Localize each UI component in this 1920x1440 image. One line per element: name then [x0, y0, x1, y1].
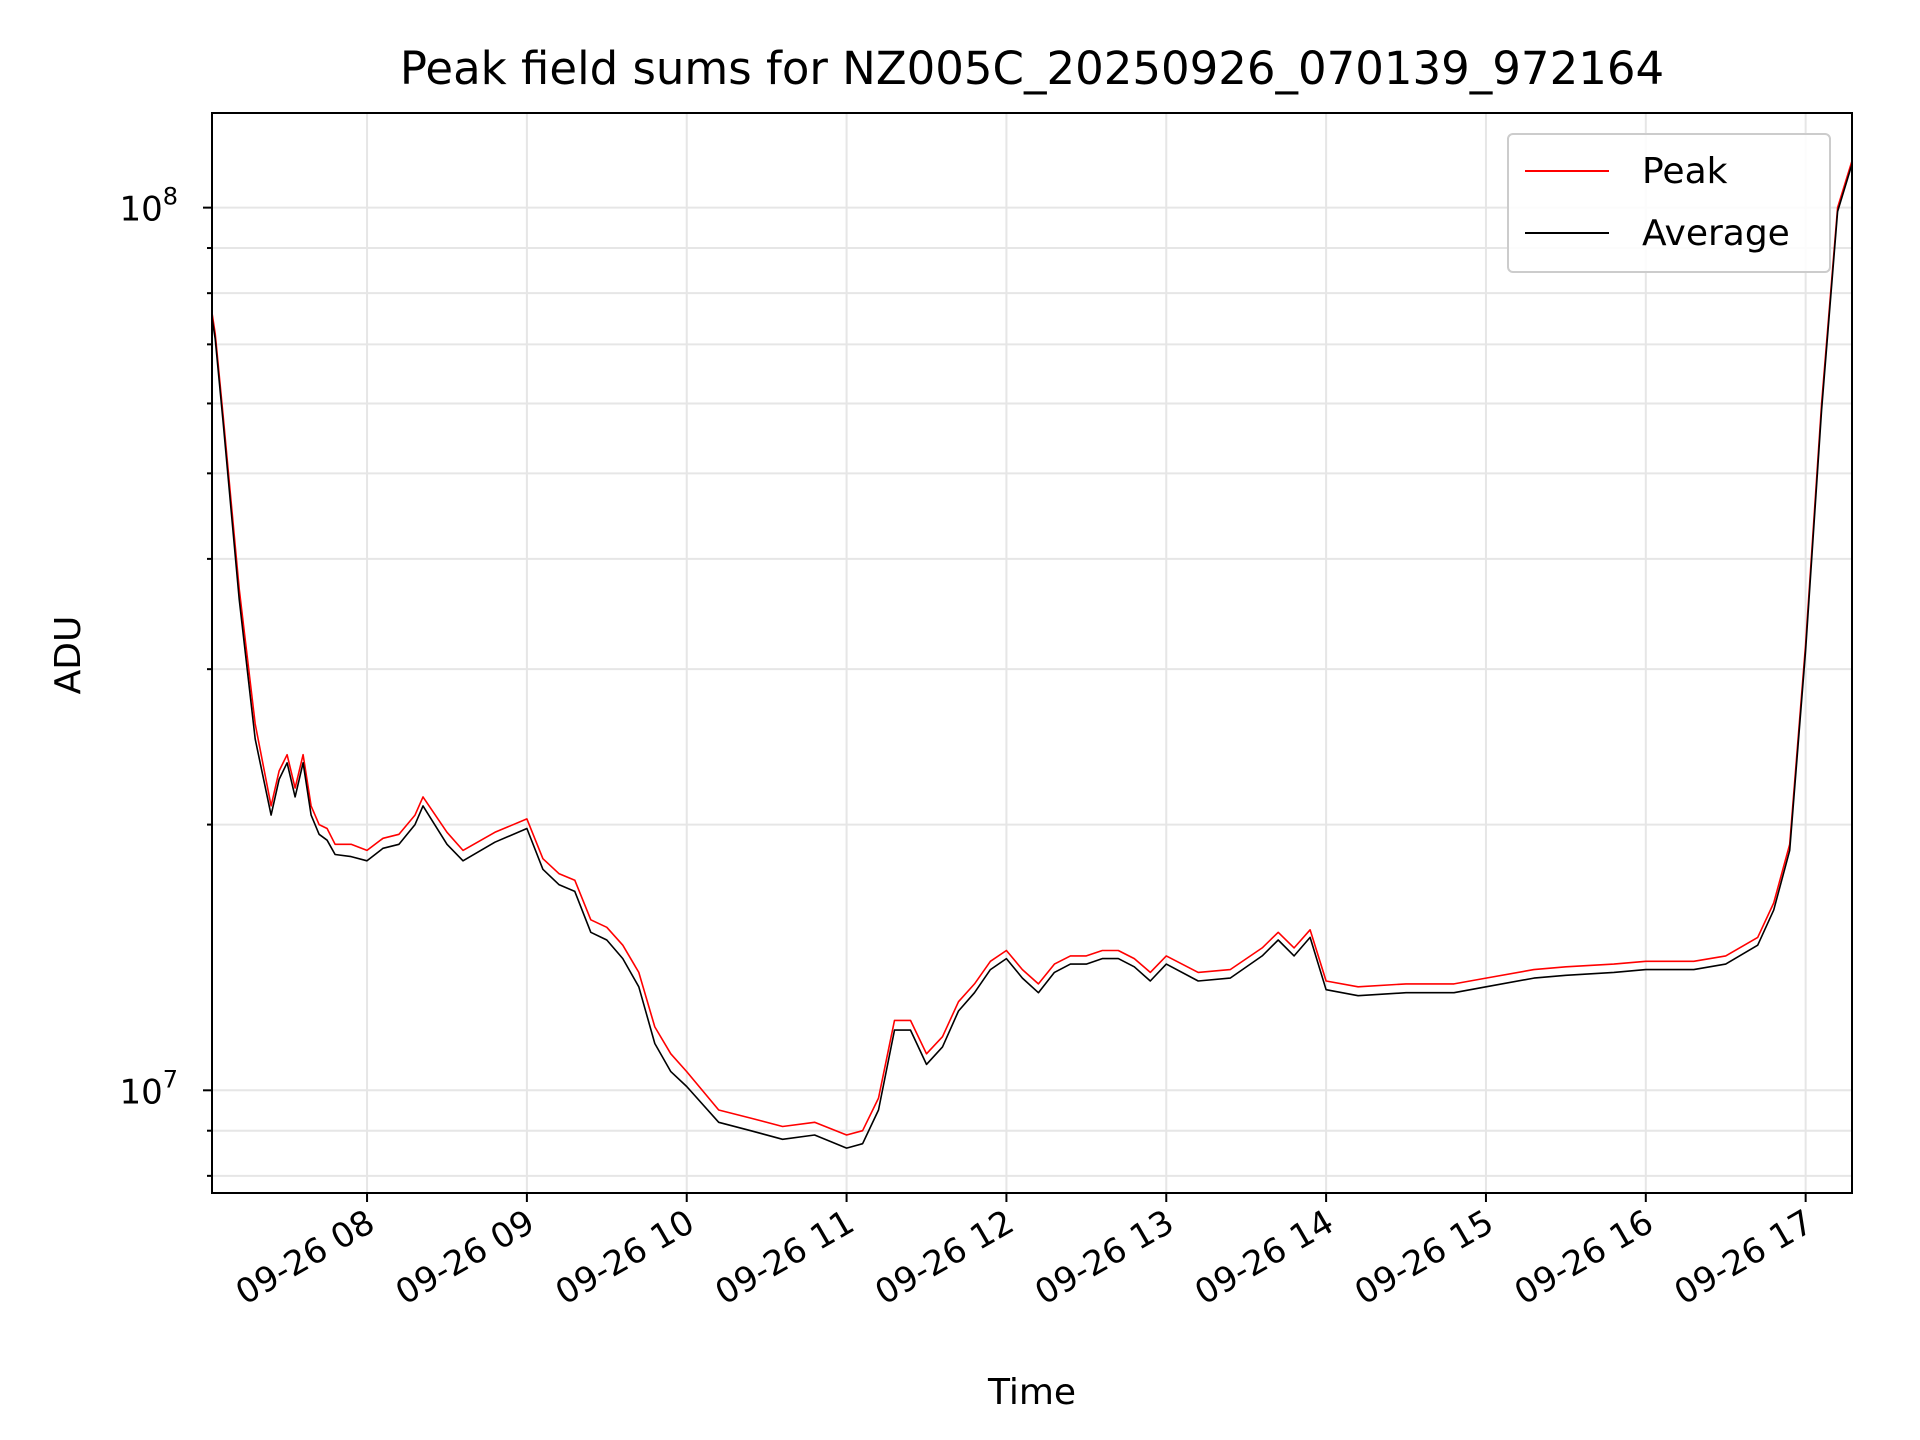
legend-box [1507, 133, 1831, 273]
plot-frame [211, 112, 1853, 1194]
series-line-peak [211, 160, 1853, 1136]
y-tick-label: 108 [119, 183, 178, 230]
y-axis-label: ADU [48, 616, 89, 695]
legend: Peak Average [1507, 133, 1831, 273]
legend-label-peak: Peak [1642, 151, 1728, 192]
x-axis-label: Time [987, 1372, 1076, 1413]
y-tick-label-base: 10 [119, 1072, 162, 1112]
y-tick-label-exponent: 8 [163, 183, 178, 211]
y-tick-label-base: 10 [119, 190, 162, 230]
chart-title: Peak field sums for NZ005C_20250926_0701… [400, 42, 1664, 95]
legend-label-average: Average [1642, 213, 1790, 254]
y-tick-label: 107 [119, 1065, 178, 1112]
y-tick-label-exponent: 7 [163, 1065, 178, 1093]
series-line-average [211, 163, 1853, 1149]
series-layer [211, 160, 1853, 1149]
